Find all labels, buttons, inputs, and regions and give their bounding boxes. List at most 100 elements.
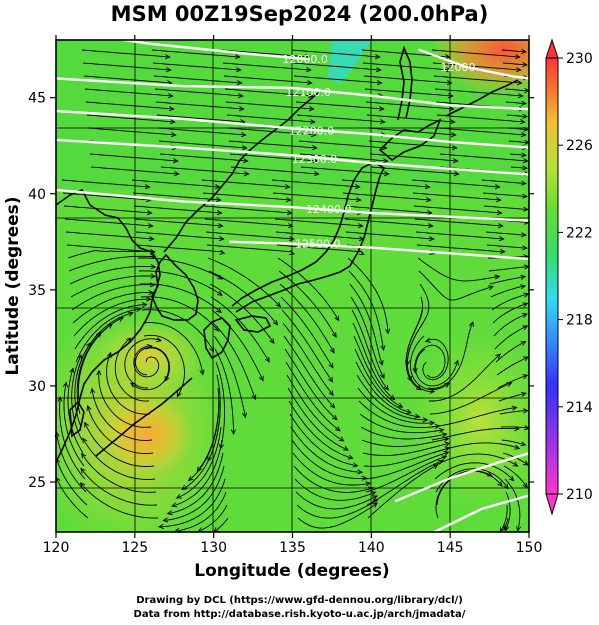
streamline-arrowhead — [217, 290, 223, 296]
streamline-arrowhead — [328, 390, 334, 397]
streamline-arrowhead — [523, 126, 529, 132]
streamline — [370, 166, 459, 175]
streamline-arrowhead — [355, 197, 362, 203]
streamline-arrowhead — [438, 427, 445, 433]
streamline-arrowhead — [357, 469, 364, 475]
streamline — [300, 166, 389, 175]
streamline — [65, 231, 154, 240]
streamline — [493, 313, 528, 337]
streamline-arrowhead — [146, 210, 153, 216]
streamline — [351, 309, 389, 391]
streamline — [132, 192, 221, 201]
colorbar-tick-label: 210 — [566, 487, 593, 503]
streamline-arrowhead — [515, 67, 522, 73]
streamline — [208, 270, 278, 326]
streamline-arrowhead — [514, 54, 521, 60]
streamline-arrowhead — [427, 223, 434, 229]
streamline — [413, 205, 502, 214]
streamline-arrowhead — [446, 80, 453, 86]
streamline — [286, 374, 344, 442]
streamline — [138, 270, 223, 296]
streamline-arrowhead — [375, 67, 382, 73]
streamline-arrowhead — [329, 347, 335, 354]
streamline-arrowhead — [230, 429, 237, 436]
streamline — [106, 352, 151, 415]
streamline — [131, 179, 220, 188]
streamline — [432, 62, 521, 71]
streamline — [299, 153, 388, 162]
contour-line — [394, 452, 530, 503]
colorbar-tick-label: 226 — [566, 138, 593, 154]
streamline-arrowhead — [238, 106, 245, 112]
streamline — [80, 468, 158, 506]
streamline — [365, 455, 447, 493]
contour-label: 12500.0 — [295, 238, 341, 251]
streamline-arrowhead — [127, 311, 134, 317]
streamline — [153, 75, 242, 84]
streamline — [489, 276, 526, 285]
streamline-arrowhead — [495, 197, 502, 203]
streamline — [171, 439, 223, 507]
streamline — [504, 88, 529, 92]
streamline-arrowhead — [62, 381, 69, 388]
streamline-arrowhead — [347, 454, 354, 460]
streamline — [342, 192, 431, 201]
streamline-arrowhead — [172, 158, 179, 164]
streamline — [295, 491, 378, 510]
streamline — [288, 400, 353, 459]
streamline — [491, 293, 529, 311]
streamline-arrowhead — [285, 197, 292, 203]
streamline-arrowhead — [383, 171, 390, 177]
streamline-arrowhead — [497, 223, 504, 229]
streamline — [363, 447, 450, 467]
streamline-arrowhead — [380, 345, 386, 352]
y-tick-label: 45 — [28, 91, 46, 107]
streamline — [508, 140, 529, 144]
streamline — [361, 438, 449, 447]
warm-area-east-china-sea — [95, 320, 205, 390]
streamline-arrowhead — [107, 323, 113, 329]
streamline — [213, 335, 246, 418]
streamline — [292, 62, 381, 71]
streamline-arrowhead — [424, 337, 431, 343]
contour-label: 12100.0 — [286, 86, 332, 99]
streamline-arrowhead — [148, 236, 155, 242]
streamline — [492, 302, 528, 324]
contour-label: 12400.0 — [306, 203, 352, 216]
colorbar-tick-label: 230 — [566, 51, 593, 67]
streamline — [368, 140, 457, 149]
streamline — [158, 140, 247, 149]
streamline-arrowhead — [241, 145, 248, 151]
streamline — [433, 453, 518, 467]
streamline-arrowhead — [508, 475, 515, 482]
streamline-arrowhead — [519, 119, 526, 125]
streamline — [364, 88, 453, 97]
streamline-arrowhead — [488, 285, 494, 291]
colorbar-tick-label: 214 — [566, 400, 593, 416]
contour-line — [418, 48, 530, 80]
streamline — [87, 127, 176, 136]
streamline — [349, 283, 383, 366]
streamline — [429, 353, 501, 402]
streamline — [213, 517, 229, 533]
streamline-arrowhead — [82, 437, 88, 444]
streamline-arrowhead — [167, 93, 174, 99]
streamline-arrowhead — [361, 475, 368, 481]
streamline-arrowhead — [522, 165, 528, 171]
streamline-arrowhead — [444, 441, 451, 447]
streamline — [209, 283, 275, 344]
coastline-kyushu-shikoku — [203, 315, 272, 360]
streamline — [499, 410, 528, 415]
streamline-arrowhead — [305, 67, 312, 73]
streamline — [353, 335, 403, 408]
coastline-ryukyu-chain — [95, 377, 193, 457]
streamline — [501, 49, 526, 53]
coastline-korea — [151, 253, 199, 321]
streamline — [82, 438, 156, 480]
streamline-arrowhead — [354, 184, 361, 190]
streamline-arrowhead — [166, 510, 173, 516]
streamline — [430, 406, 517, 428]
streamline — [136, 244, 225, 254]
streamline — [501, 439, 526, 446]
streamline-arrowhead — [157, 524, 164, 530]
